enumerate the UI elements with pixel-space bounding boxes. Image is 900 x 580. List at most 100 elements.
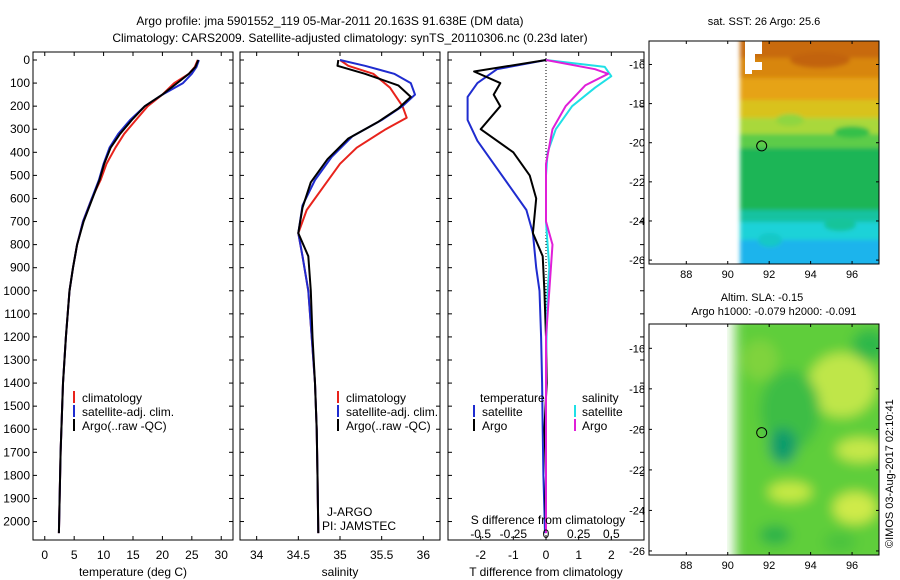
sla-patch bbox=[833, 492, 877, 524]
lat-tick-label: -22 bbox=[629, 177, 645, 189]
salinity-series bbox=[297, 59, 416, 534]
depth-tick-label: 1500 bbox=[3, 399, 30, 413]
legend-temp-satellite-label: satellite bbox=[482, 405, 523, 419]
s-tick-label: 0.25 bbox=[567, 527, 591, 541]
depth-tick-label: 1200 bbox=[3, 330, 30, 344]
lon-tick-label: 96 bbox=[846, 560, 858, 572]
series-line-argo bbox=[297, 59, 412, 534]
temperature-legend: climatology satellite-adj. clim. Argo(..… bbox=[73, 391, 174, 433]
sst-patch bbox=[834, 126, 870, 138]
lat-tick-label: -22 bbox=[629, 465, 645, 477]
lat-tick-label: -20 bbox=[629, 424, 645, 436]
lat-tick-label: -18 bbox=[629, 99, 645, 111]
x-tick-label: 36 bbox=[417, 548, 431, 562]
sst-patch bbox=[758, 233, 782, 247]
lon-tick-label: 94 bbox=[804, 560, 816, 572]
depth-tick-label: 700 bbox=[10, 215, 30, 229]
lon-tick-label: 90 bbox=[722, 560, 734, 572]
legend-salinity-header: salinity bbox=[582, 391, 619, 405]
depth-tick-label: 800 bbox=[10, 238, 30, 252]
series-line-climatology bbox=[57, 59, 199, 534]
sst-no-data-mask bbox=[745, 41, 762, 74]
sst-heatmap bbox=[740, 41, 879, 264]
lon-tick-label: 96 bbox=[846, 269, 858, 281]
lon-tick-label: 88 bbox=[680, 560, 692, 572]
lat-tick-label: -24 bbox=[629, 216, 645, 228]
legend-sal-satellite-label: satellite bbox=[582, 405, 623, 419]
series-line-magenta bbox=[545, 59, 610, 534]
lon-tick-label: 92 bbox=[763, 269, 775, 281]
depth-tick-label: 1900 bbox=[3, 491, 30, 505]
sst-patch bbox=[824, 219, 856, 231]
sla-patch bbox=[760, 370, 820, 450]
salinity-depth-ticks bbox=[240, 59, 440, 523]
s-tick-label: -0.25 bbox=[500, 527, 528, 541]
sla-map-axes: 88 90 92 94 96 -16 -18 -20 -22 -24 -26 bbox=[629, 324, 879, 572]
sla-patch bbox=[742, 340, 778, 380]
series-line-argo bbox=[57, 59, 200, 534]
sla-patch bbox=[852, 329, 879, 361]
x-tick-label: 35.5 bbox=[370, 548, 394, 562]
sla-heatmap-field bbox=[735, 324, 879, 555]
difference-series bbox=[466, 59, 613, 534]
depth-tick-label: 1600 bbox=[3, 422, 30, 436]
depth-tick-label: 1800 bbox=[3, 468, 30, 482]
x-tick-label: 1 bbox=[575, 548, 582, 562]
sst-band bbox=[740, 41, 879, 60]
x-tick-label: -1 bbox=[508, 548, 519, 562]
difference-depth-ticks bbox=[448, 59, 644, 523]
depth-tick-label: 200 bbox=[10, 99, 30, 113]
depth-tick-label: 400 bbox=[10, 145, 30, 159]
depth-tick-label: 1400 bbox=[3, 376, 30, 390]
sla-map-panel: Altim. SLA: -0.15 Argo h1000: -0.079 h20… bbox=[629, 292, 880, 572]
sla-patch bbox=[768, 482, 812, 502]
figure-title-line2: Climatology: CARS2009. Satellite-adjuste… bbox=[112, 31, 587, 45]
s-tick-label: 0 bbox=[543, 527, 550, 541]
x-tick-label: 0 bbox=[41, 548, 48, 562]
temperature-series bbox=[57, 59, 200, 534]
sst-band bbox=[740, 100, 879, 120]
sst-map-panel: sat. SST: 26 Argo: 25.6 8 bbox=[629, 16, 880, 281]
depth-tick-label: 1000 bbox=[3, 284, 30, 298]
sst-map-frame bbox=[648, 40, 880, 265]
series-line-cyan bbox=[545, 59, 613, 534]
temperature-axes-frame bbox=[32, 51, 234, 541]
sst-band bbox=[740, 148, 879, 212]
x-tick-label: 10 bbox=[97, 548, 111, 562]
sst-band bbox=[740, 134, 879, 150]
figure-title-line1: Argo profile: jma 5901552_119 05-Mar-201… bbox=[136, 14, 523, 28]
depth-tick-label: 1700 bbox=[3, 445, 30, 459]
depth-tick-label: 100 bbox=[10, 76, 30, 90]
lon-tick-label: 94 bbox=[804, 269, 816, 281]
sst-map-title: sat. SST: 26 Argo: 25.6 bbox=[708, 16, 821, 28]
sla-map-frame bbox=[648, 323, 880, 556]
legend-argo-label: Argo(..raw -QC) bbox=[346, 419, 431, 433]
x-tick-label: 25 bbox=[185, 548, 199, 562]
series-line-argo bbox=[473, 59, 548, 522]
x-tick-label: 34 bbox=[250, 548, 264, 562]
temperature-x-axis: 0 5 10 15 20 25 30 bbox=[41, 52, 228, 562]
argo-position-marker bbox=[756, 140, 768, 152]
sla-patch bbox=[824, 532, 856, 552]
pi-annotation: PI: JAMSTEC bbox=[322, 519, 396, 533]
difference-x-axis: -2 -1 0 1 2 bbox=[475, 52, 615, 562]
series-line-satellite bbox=[466, 59, 547, 534]
depth-tick-label: 1100 bbox=[4, 307, 30, 321]
legend-climatology-label: climatology bbox=[346, 391, 406, 405]
depth-axis: 0 100 200 300 400 500 600 700 800 900 1000 1100 1200… bbox=[3, 53, 233, 529]
legend-satellite-label: satellite-adj. clim. bbox=[346, 405, 438, 419]
s-tick-label: 0.5 bbox=[603, 527, 620, 541]
legend-argo-label: Argo(..raw -QC) bbox=[82, 419, 167, 433]
x-tick-label: 34.5 bbox=[287, 548, 311, 562]
sla-patch bbox=[808, 353, 876, 417]
salinity-panel: 34 34.5 35 35.5 36 climatology satellite-adj… bbox=[239, 51, 441, 579]
s-tick-label: -0.5 bbox=[470, 527, 491, 541]
legend-satellite-label: satellite-adj. clim. bbox=[82, 405, 174, 419]
argo-position-marker bbox=[756, 427, 768, 439]
sst-patch bbox=[776, 114, 804, 126]
salinity-legend: climatology satellite-adj. clim. Argo(..… bbox=[337, 391, 438, 433]
lat-tick-label: -16 bbox=[629, 59, 645, 71]
lat-tick-label: -24 bbox=[629, 505, 645, 517]
sst-band bbox=[740, 78, 879, 102]
lat-tick-label: -20 bbox=[629, 138, 645, 150]
